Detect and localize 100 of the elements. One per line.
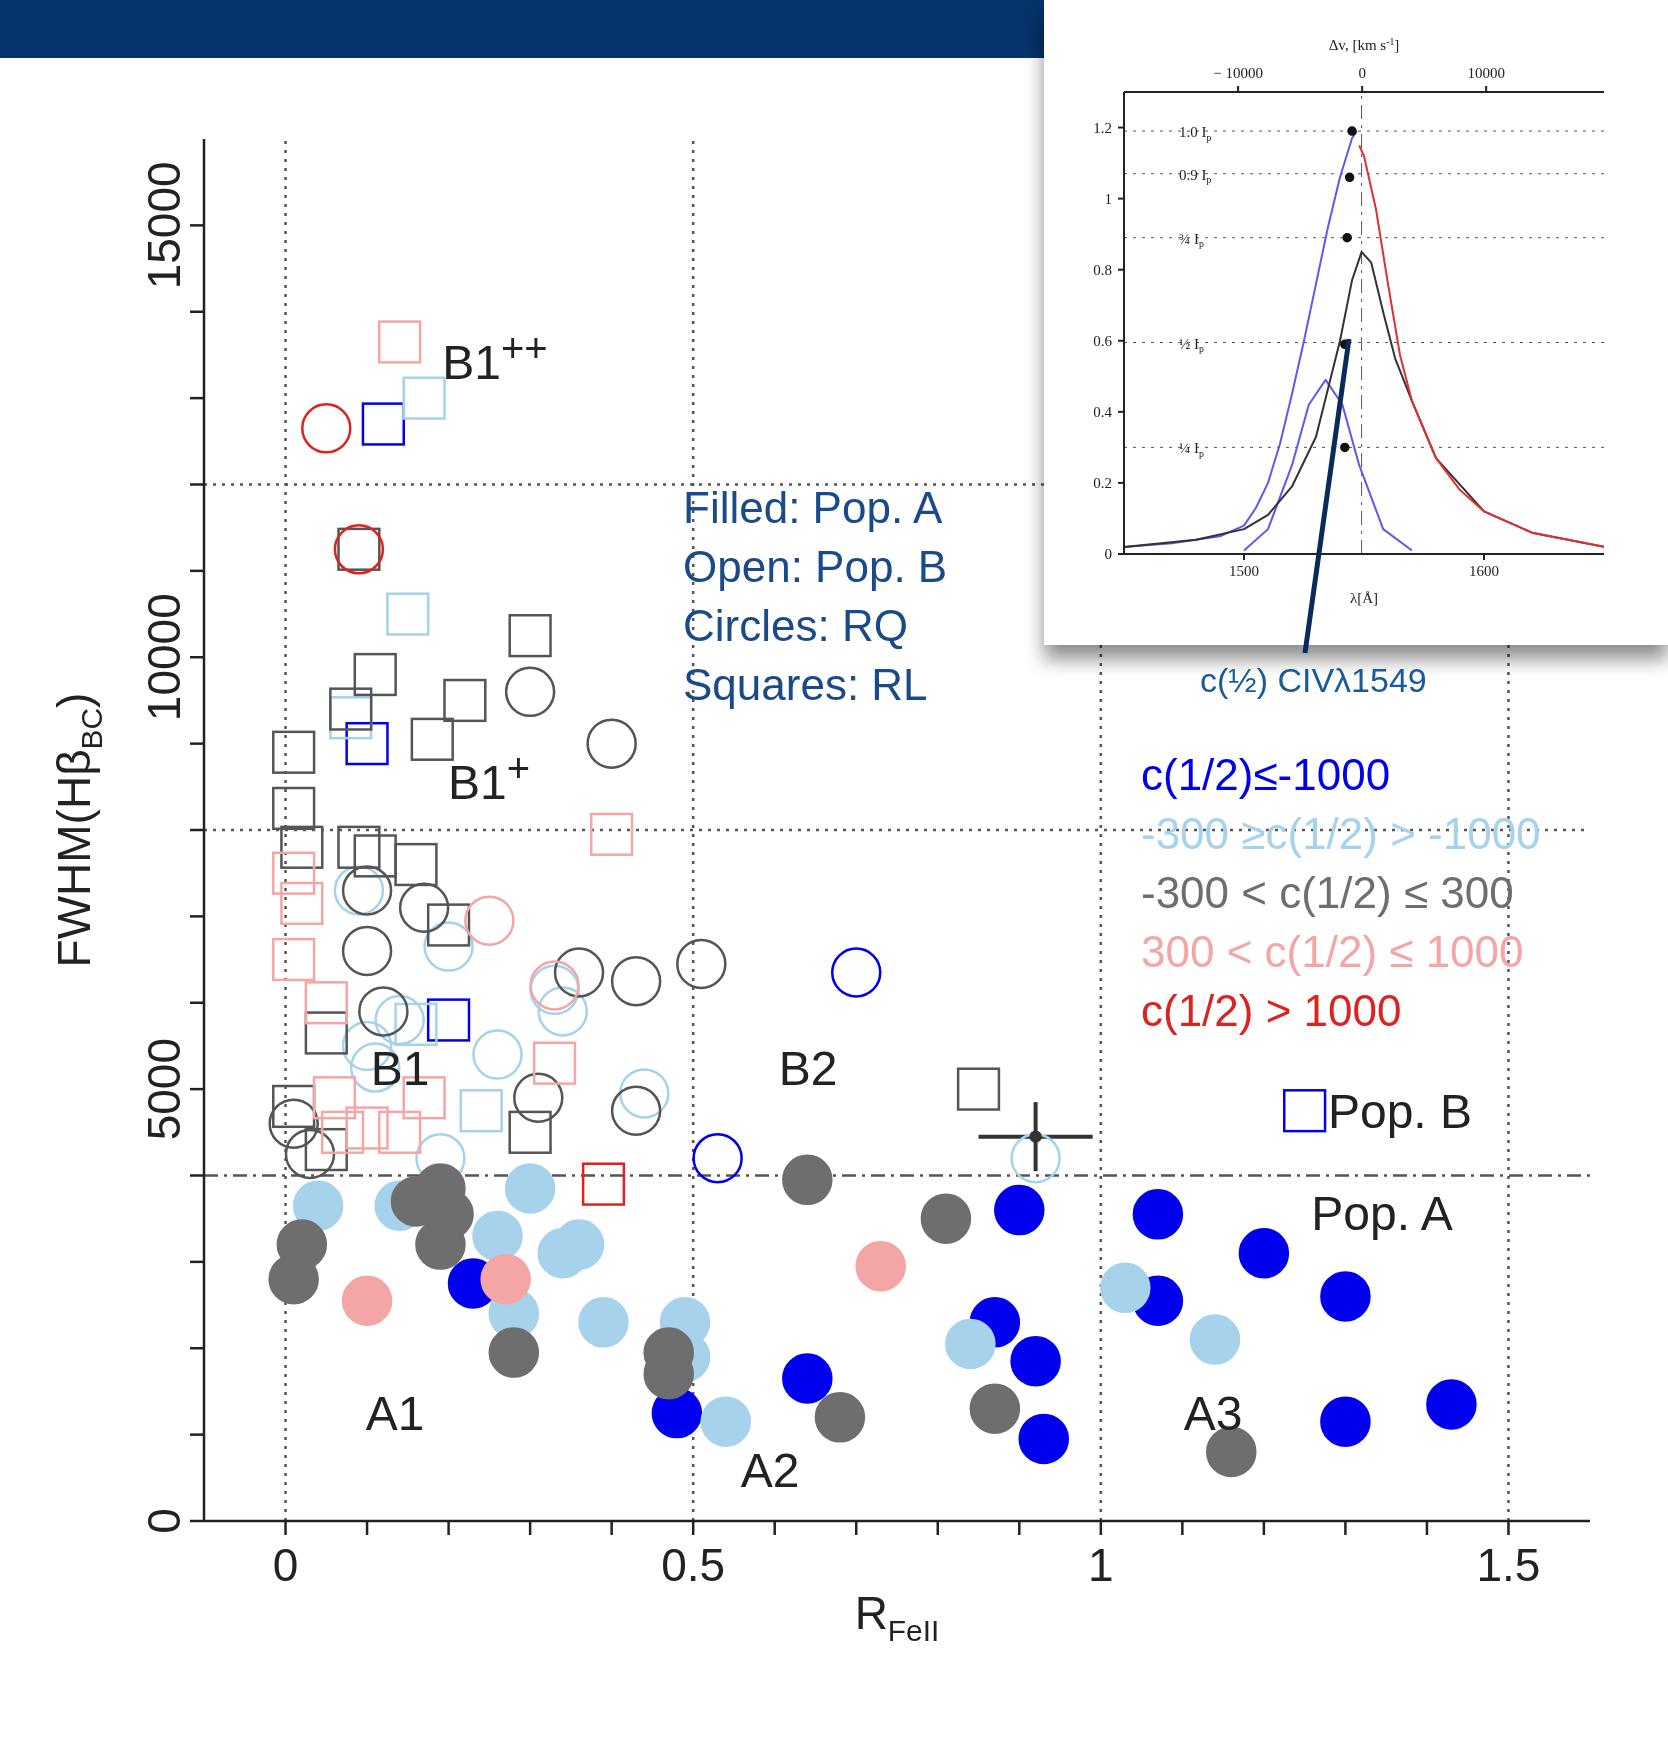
x-tick-label: 1500 (1229, 563, 1259, 580)
ref-line-label: 1.0 I$_{p}$ (1179, 124, 1212, 143)
annotation: Pop. A (1311, 1185, 1453, 1241)
point (268, 1098, 319, 1149)
point (504, 666, 556, 718)
point (513, 1072, 564, 1124)
y-tick-label: 0.8 (1093, 261, 1112, 278)
point (945, 1318, 996, 1370)
annotation: Pop. B (1327, 1083, 1473, 1139)
point (329, 687, 373, 731)
point (581, 1162, 626, 1206)
point (353, 652, 397, 697)
point (301, 403, 352, 454)
x-axis-title: λ[Å] (1349, 590, 1379, 606)
annotation: B1$^{++}$ (442, 326, 548, 390)
point (855, 1240, 906, 1292)
point (374, 994, 425, 1046)
point (358, 986, 409, 1037)
point (956, 1067, 1001, 1111)
point (676, 938, 727, 990)
annotation: c(½) CIVλ1549 (1200, 660, 1427, 700)
y-tick-label: 0.4 (1093, 404, 1113, 421)
point (1426, 1379, 1477, 1430)
point (410, 717, 454, 761)
y-tick-label: 1 (1104, 190, 1112, 207)
point (1132, 1189, 1184, 1240)
point (378, 320, 422, 364)
y-tick-label: 10000 (138, 593, 190, 722)
y-tick-label: 15000 (138, 161, 190, 290)
point (782, 1353, 833, 1404)
line-series (1243, 378, 1413, 552)
point (280, 825, 324, 869)
point (272, 851, 316, 895)
point (272, 937, 316, 982)
point (312, 1076, 357, 1120)
point (426, 998, 471, 1042)
point (472, 1029, 523, 1080)
point (537, 986, 588, 1037)
x-axis-title: R$_{FeII}$ (854, 1587, 940, 1647)
point (341, 865, 393, 916)
point (578, 1297, 629, 1348)
point (1100, 1262, 1151, 1314)
point (488, 1327, 540, 1378)
point (508, 614, 552, 658)
point (337, 825, 381, 869)
text: -300 ≥c(1/2) > -1000 (1141, 808, 1541, 860)
point (969, 1383, 1021, 1434)
point (814, 1392, 866, 1443)
point (610, 955, 662, 1007)
point (1010, 1132, 1061, 1184)
point (1340, 442, 1350, 453)
ref-line-label: 0.9 I$_{p}$ (1179, 166, 1212, 186)
point (619, 1068, 670, 1119)
point (394, 842, 438, 887)
y-tick-label: 0.2 (1093, 475, 1112, 492)
point (1320, 1271, 1371, 1322)
annotation: B2 (778, 1040, 838, 1096)
point (830, 947, 882, 998)
x2-tick-label: 0 (1358, 65, 1366, 81)
y-tick-label: 0.6 (1093, 333, 1113, 350)
x2-axis-title: Δv, [km s$^{-1}$] (1328, 35, 1400, 53)
point (464, 895, 515, 946)
point (1283, 1089, 1327, 1133)
point (272, 730, 316, 774)
x-tick-label: 0.5 (661, 1538, 726, 1591)
point (284, 1128, 336, 1180)
x-tick-label: 1.5 (1476, 1538, 1541, 1591)
point (443, 678, 487, 723)
y-tick-label: 0 (138, 1508, 190, 1534)
annotation: B1$^{+}$ (447, 746, 531, 810)
point (459, 1089, 503, 1133)
annotation: Circles: RQ (683, 600, 909, 652)
point (398, 882, 450, 933)
point (480, 1253, 531, 1305)
annotation: Filled: Pop. A (683, 482, 944, 534)
point (1238, 1227, 1290, 1279)
point (378, 1110, 422, 1154)
point (920, 1193, 972, 1244)
y-tick-label: 0 (1104, 546, 1112, 563)
point (700, 1396, 752, 1447)
point (280, 881, 324, 926)
text: 300 < c(1/2) ≤ 1000 (1141, 926, 1525, 978)
point (532, 1041, 577, 1085)
annotation: Open: Pop. B (683, 541, 948, 593)
y-tick-label: 5000 (138, 1037, 190, 1141)
point (1342, 232, 1352, 243)
point (590, 812, 634, 856)
point (345, 1106, 389, 1150)
ref-line-label: ¾ I$_{p}$ (1179, 230, 1204, 250)
point (610, 1085, 662, 1136)
point (994, 1184, 1045, 1236)
point (345, 721, 389, 766)
point (586, 718, 637, 769)
point (1320, 1396, 1371, 1447)
point (1018, 1413, 1069, 1465)
annotation: A2 (740, 1442, 800, 1498)
annotation: B1 (370, 1040, 430, 1096)
x2-tick-label: 10000 (1467, 65, 1505, 81)
y-tick-label: 1.2 (1093, 119, 1112, 136)
point (472, 1210, 523, 1262)
